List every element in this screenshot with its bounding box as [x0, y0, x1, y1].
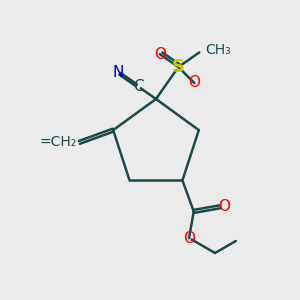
- Text: O: O: [218, 199, 230, 214]
- Text: =CH₂: =CH₂: [39, 135, 76, 149]
- Text: C: C: [134, 80, 144, 94]
- Text: CH₃: CH₃: [205, 43, 231, 57]
- Text: O: O: [188, 76, 200, 91]
- Text: O: O: [183, 231, 195, 246]
- Text: O: O: [154, 46, 166, 62]
- Text: N: N: [112, 65, 124, 80]
- Text: S: S: [172, 58, 185, 76]
